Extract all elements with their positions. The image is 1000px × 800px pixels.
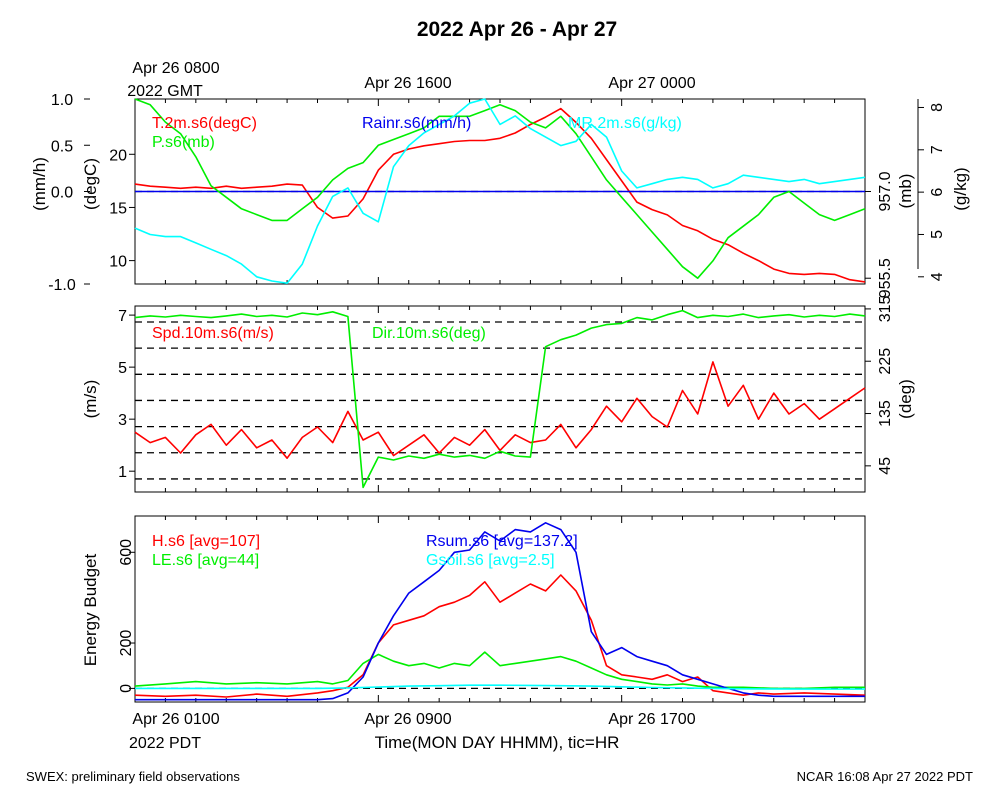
bottom-time-label-1-year: 2022 PDT — [129, 735, 201, 752]
spd-tick-label: 1 — [118, 464, 127, 481]
bottom-legend-entry: Rsum.s6 [avg=137.2] — [426, 533, 578, 550]
rain-axis-title: (mm/h) — [30, 157, 49, 211]
series-rsum-s6-avg-137-2 — [135, 521, 865, 701]
energy-axis-title: Energy Budget — [81, 553, 100, 666]
dir-tick-label: 135 — [877, 400, 894, 427]
series-spd-10m-s6-m-s — [134, 361, 866, 460]
footer-right: NCAR 16:08 Apr 27 2022 PDT — [797, 769, 973, 784]
top-rain-axis: -1.0 0.0 0.5 1.0 (mm/h) — [30, 92, 90, 294]
dir-tick-label: 225 — [877, 348, 894, 375]
top-temp-axis: 10 15 20 (degC) — [81, 147, 135, 271]
series-h-s6-avg-107 — [134, 574, 866, 698]
top-time-label-1-year: 2022 GMT — [127, 83, 203, 100]
mr-tick-label: 6 — [929, 188, 946, 197]
top-time-axis: Apr 26 0800 2022 GMT Apr 26 1600 Apr 27 … — [127, 60, 695, 100]
top-legend-entry: MR.2m.s6(g/kg) — [568, 115, 682, 132]
middle-dir-axis: 45 135 225 315 (deg) — [865, 295, 915, 475]
top-legend-entry: T.2m.s6(degC) — [152, 115, 257, 132]
series-gsoil-s6-avg-2-5 — [135, 684, 865, 690]
middle-legend-entry: Dir.10m.s6(deg) — [372, 325, 486, 342]
top-legend-entry: Rainr.s6(mm/h) — [362, 115, 471, 132]
temp-tick-label: 10 — [109, 254, 127, 271]
series-mr-2m-s6-g-kg — [134, 98, 866, 285]
top-time-label-2: Apr 26 1600 — [364, 75, 451, 92]
spd-tick-label: 3 — [118, 412, 127, 429]
mr-tick-label: 5 — [929, 230, 946, 239]
dir-tick-label: 315 — [877, 295, 894, 322]
dir-tick-label: 45 — [877, 457, 894, 475]
bottom-energy-axis: 0 200 600 Energy Budget — [81, 539, 135, 693]
bottom-legend-entry: Gsoil.s6 [avg=2.5] — [426, 552, 555, 569]
series-p-s6-mb — [134, 98, 866, 280]
energy-tick-label: 600 — [118, 539, 135, 566]
temp-tick-label: 15 — [109, 200, 127, 217]
panel-middle: 1357(m/s)45135225315(deg)Spd.10m.s6(m/s)… — [81, 295, 915, 493]
mr-tick-label: 8 — [929, 103, 946, 112]
bottom-time-axis: Apr 26 0100 2022 PDT Apr 26 0900 Apr 26 … — [129, 711, 696, 752]
chart-title: 2022 Apr 26 - Apr 27 — [417, 18, 617, 41]
top-time-label-3: Apr 27 0000 — [608, 75, 695, 92]
time-axis-title: Time(MON DAY HHMM), tic=HR — [375, 733, 620, 752]
mr-tick-label: 4 — [929, 272, 946, 281]
dir-axis-title: (deg) — [896, 379, 915, 419]
bottom-legend-entry: LE.s6 [avg=44] — [152, 552, 259, 569]
spd-tick-label: 5 — [118, 360, 127, 377]
middle-x-ticks — [134, 306, 866, 492]
bottom-legend-entry: H.s6 [avg=107] — [152, 533, 260, 550]
series-dir-10m-s6-deg — [134, 309, 866, 489]
panel-bottom: 0 200 600 Energy Budget H.s6 [avg=107] LE.s6 … — [81, 515, 866, 703]
top-time-label-1: Apr 26 0800 — [132, 60, 219, 77]
bottom-time-label-1: Apr 26 0100 — [132, 711, 219, 728]
rain-tick-label: 0.5 — [51, 138, 73, 155]
temp-tick-label: 20 — [109, 147, 127, 164]
series-le-s6-avg-44 — [134, 651, 865, 690]
bottom-x-ticks — [134, 516, 866, 702]
mr-axis-title: (g/kg) — [951, 167, 970, 210]
panel-top: -1.0 0.0 0.5 1.0 (mm/h) 10 15 20 (degC) 955.5 957.… — [30, 92, 970, 298]
energy-tick-label: 0 — [118, 684, 135, 693]
pres-axis-title: (mb) — [896, 174, 915, 209]
top-mr-axis: 4 5 6 7 8 (g/kg) — [917, 99, 970, 281]
mr-tick-label: 7 — [929, 145, 946, 154]
rain-tick-label: 1.0 — [51, 92, 73, 109]
pres-tick-label: 957.0 — [877, 171, 894, 211]
temp-axis-title: (degC) — [81, 158, 100, 210]
footer-left: SWEX: preliminary field observations — [26, 769, 240, 784]
middle-spd-axis: 1 3 5 7 (m/s) — [81, 308, 135, 481]
top-pres-axis: 955.5 957.0 (mb) — [865, 171, 915, 298]
spd-axis-title: (m/s) — [81, 380, 100, 419]
bottom-time-label-3: Apr 26 1700 — [608, 711, 695, 728]
top-legend-entry: P.s6(mb) — [152, 134, 215, 151]
energy-tick-label: 200 — [118, 630, 135, 657]
rain-tick-label: 0.0 — [51, 185, 73, 202]
series-t-2m-s6-degc — [134, 107, 866, 283]
spd-tick-label: 7 — [118, 308, 127, 325]
middle-legend-entry: Spd.10m.s6(m/s) — [152, 325, 274, 342]
rain-tick-label: -1.0 — [48, 277, 76, 294]
pres-tick-label: 955.5 — [877, 258, 894, 298]
bottom-time-label-2: Apr 26 0900 — [364, 711, 451, 728]
